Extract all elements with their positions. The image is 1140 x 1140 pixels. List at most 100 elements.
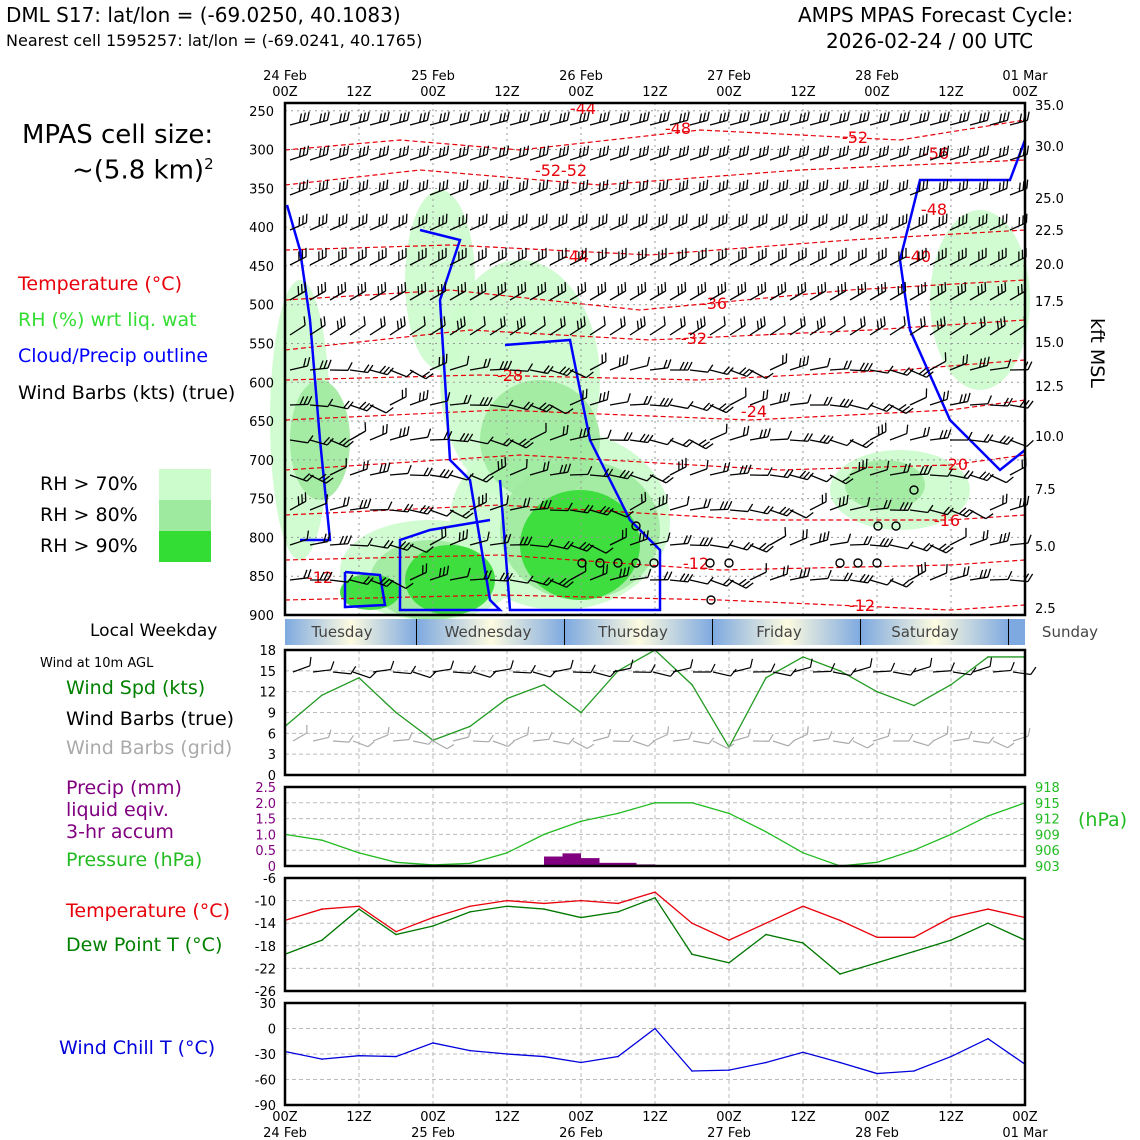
barb-flag [746,542,754,551]
barb-flag [410,665,417,674]
barb-shaft [309,290,326,301]
wind-barb-icon [309,282,327,301]
grid-barb-icon [372,726,390,742]
wind-barb-icon [549,282,567,301]
wind-barb-icon [609,247,627,266]
barb-shaft [569,222,587,231]
pressure-line-point [580,820,582,823]
wind-barb-icon [589,145,610,161]
barb-shaft [349,579,368,585]
wind-barb-icon [869,422,887,441]
wind-barb-icon [432,660,455,673]
barb-flag [504,282,507,292]
kft-tick: 35.0 [1035,99,1064,114]
wind-barb-icon [769,353,788,371]
barb-flag [458,216,461,226]
barb-flag [530,664,536,674]
wind-barb-icon [972,657,993,673]
wind-barb-icon [552,659,574,673]
barb-flag [1010,661,1015,671]
barb-flag [683,535,688,545]
barb-shaft [912,740,929,747]
wind-barb-icon [629,145,650,161]
barb-flag [482,181,485,191]
barb-flag [322,181,325,191]
barb-flag [986,529,989,539]
barb-flag [1005,247,1007,257]
barb-flag [585,213,588,223]
wind-barb-icon [729,179,749,196]
barb-shaft [449,256,467,266]
wind-barb-icon [589,213,608,231]
barb-flag [419,113,423,123]
barb-flag [708,737,715,745]
barb-shaft [909,509,928,514]
barb-flag [806,111,810,121]
barb-shaft [489,541,508,546]
barb-flag [825,213,828,223]
barb-shaft [409,222,427,231]
barb-flag [580,284,583,294]
precip-marker-icon [706,595,716,605]
wind-barb-icon [369,423,388,441]
barb-flag [622,146,626,156]
barb-shaft [629,474,648,482]
bottom-time-label: 00Z [716,1110,742,1125]
barb-flag [979,569,984,579]
wind-barb-icon [309,436,334,446]
precip-marker-icon [577,558,587,568]
barb-shaft [849,153,868,161]
wind-barb-icon [749,428,771,441]
wind-barb-icon [709,247,727,266]
temperature-line-point [432,916,434,919]
wind-barb-icon [929,179,949,196]
barb-flag [1026,439,1034,447]
wind-barb-icon [349,145,370,161]
y-tick-label: 3 [268,748,276,763]
barb-flag [684,282,687,292]
barb-shaft [809,501,827,511]
barb-flag [418,392,422,402]
barb-flag [563,464,568,474]
barb-flag [566,368,574,377]
barb-flag [339,535,345,545]
wind-barb-icon [389,579,414,590]
barb-flag [824,282,827,292]
barb-flag [962,112,966,122]
wind-barb-icon [469,111,490,126]
wind-barb-icon [329,496,350,511]
wind-barb-icon [649,437,674,446]
bottom-time-label: 00Z [1012,1110,1038,1125]
wind-barb-icon [469,570,492,581]
barb-flag [797,286,800,296]
wind-barb-icon [769,430,793,441]
wind-barb-icon [429,213,448,231]
barb-shaft [989,290,1006,301]
barb-flag [867,575,874,584]
barb-shaft [792,733,808,742]
barb-flag [822,146,826,156]
barb-shaft [532,738,549,742]
barb-flag [562,146,566,156]
precip-marker-icon [613,558,623,568]
barb-flag [364,422,367,432]
barb-shaft [289,365,308,371]
barb-flag [362,461,366,471]
wind-barb-icon [329,535,352,546]
barb-flag [798,216,801,226]
barb-shaft [729,222,747,231]
barb-flag [507,360,513,370]
wind-barb-icon [909,316,926,336]
barb-shaft [889,324,906,336]
swatch-rh80 [159,500,211,531]
barb-flag [620,284,623,294]
barb-flag [964,282,967,292]
bottom-date-label: 28 Feb [855,1126,899,1140]
barb-shaft [429,438,449,441]
barb-flag [359,401,367,409]
barb-shaft [289,187,308,196]
barb-flag [878,216,881,226]
barb-flag [920,284,923,294]
barb-flag [986,179,989,189]
barb-flag [638,251,640,261]
